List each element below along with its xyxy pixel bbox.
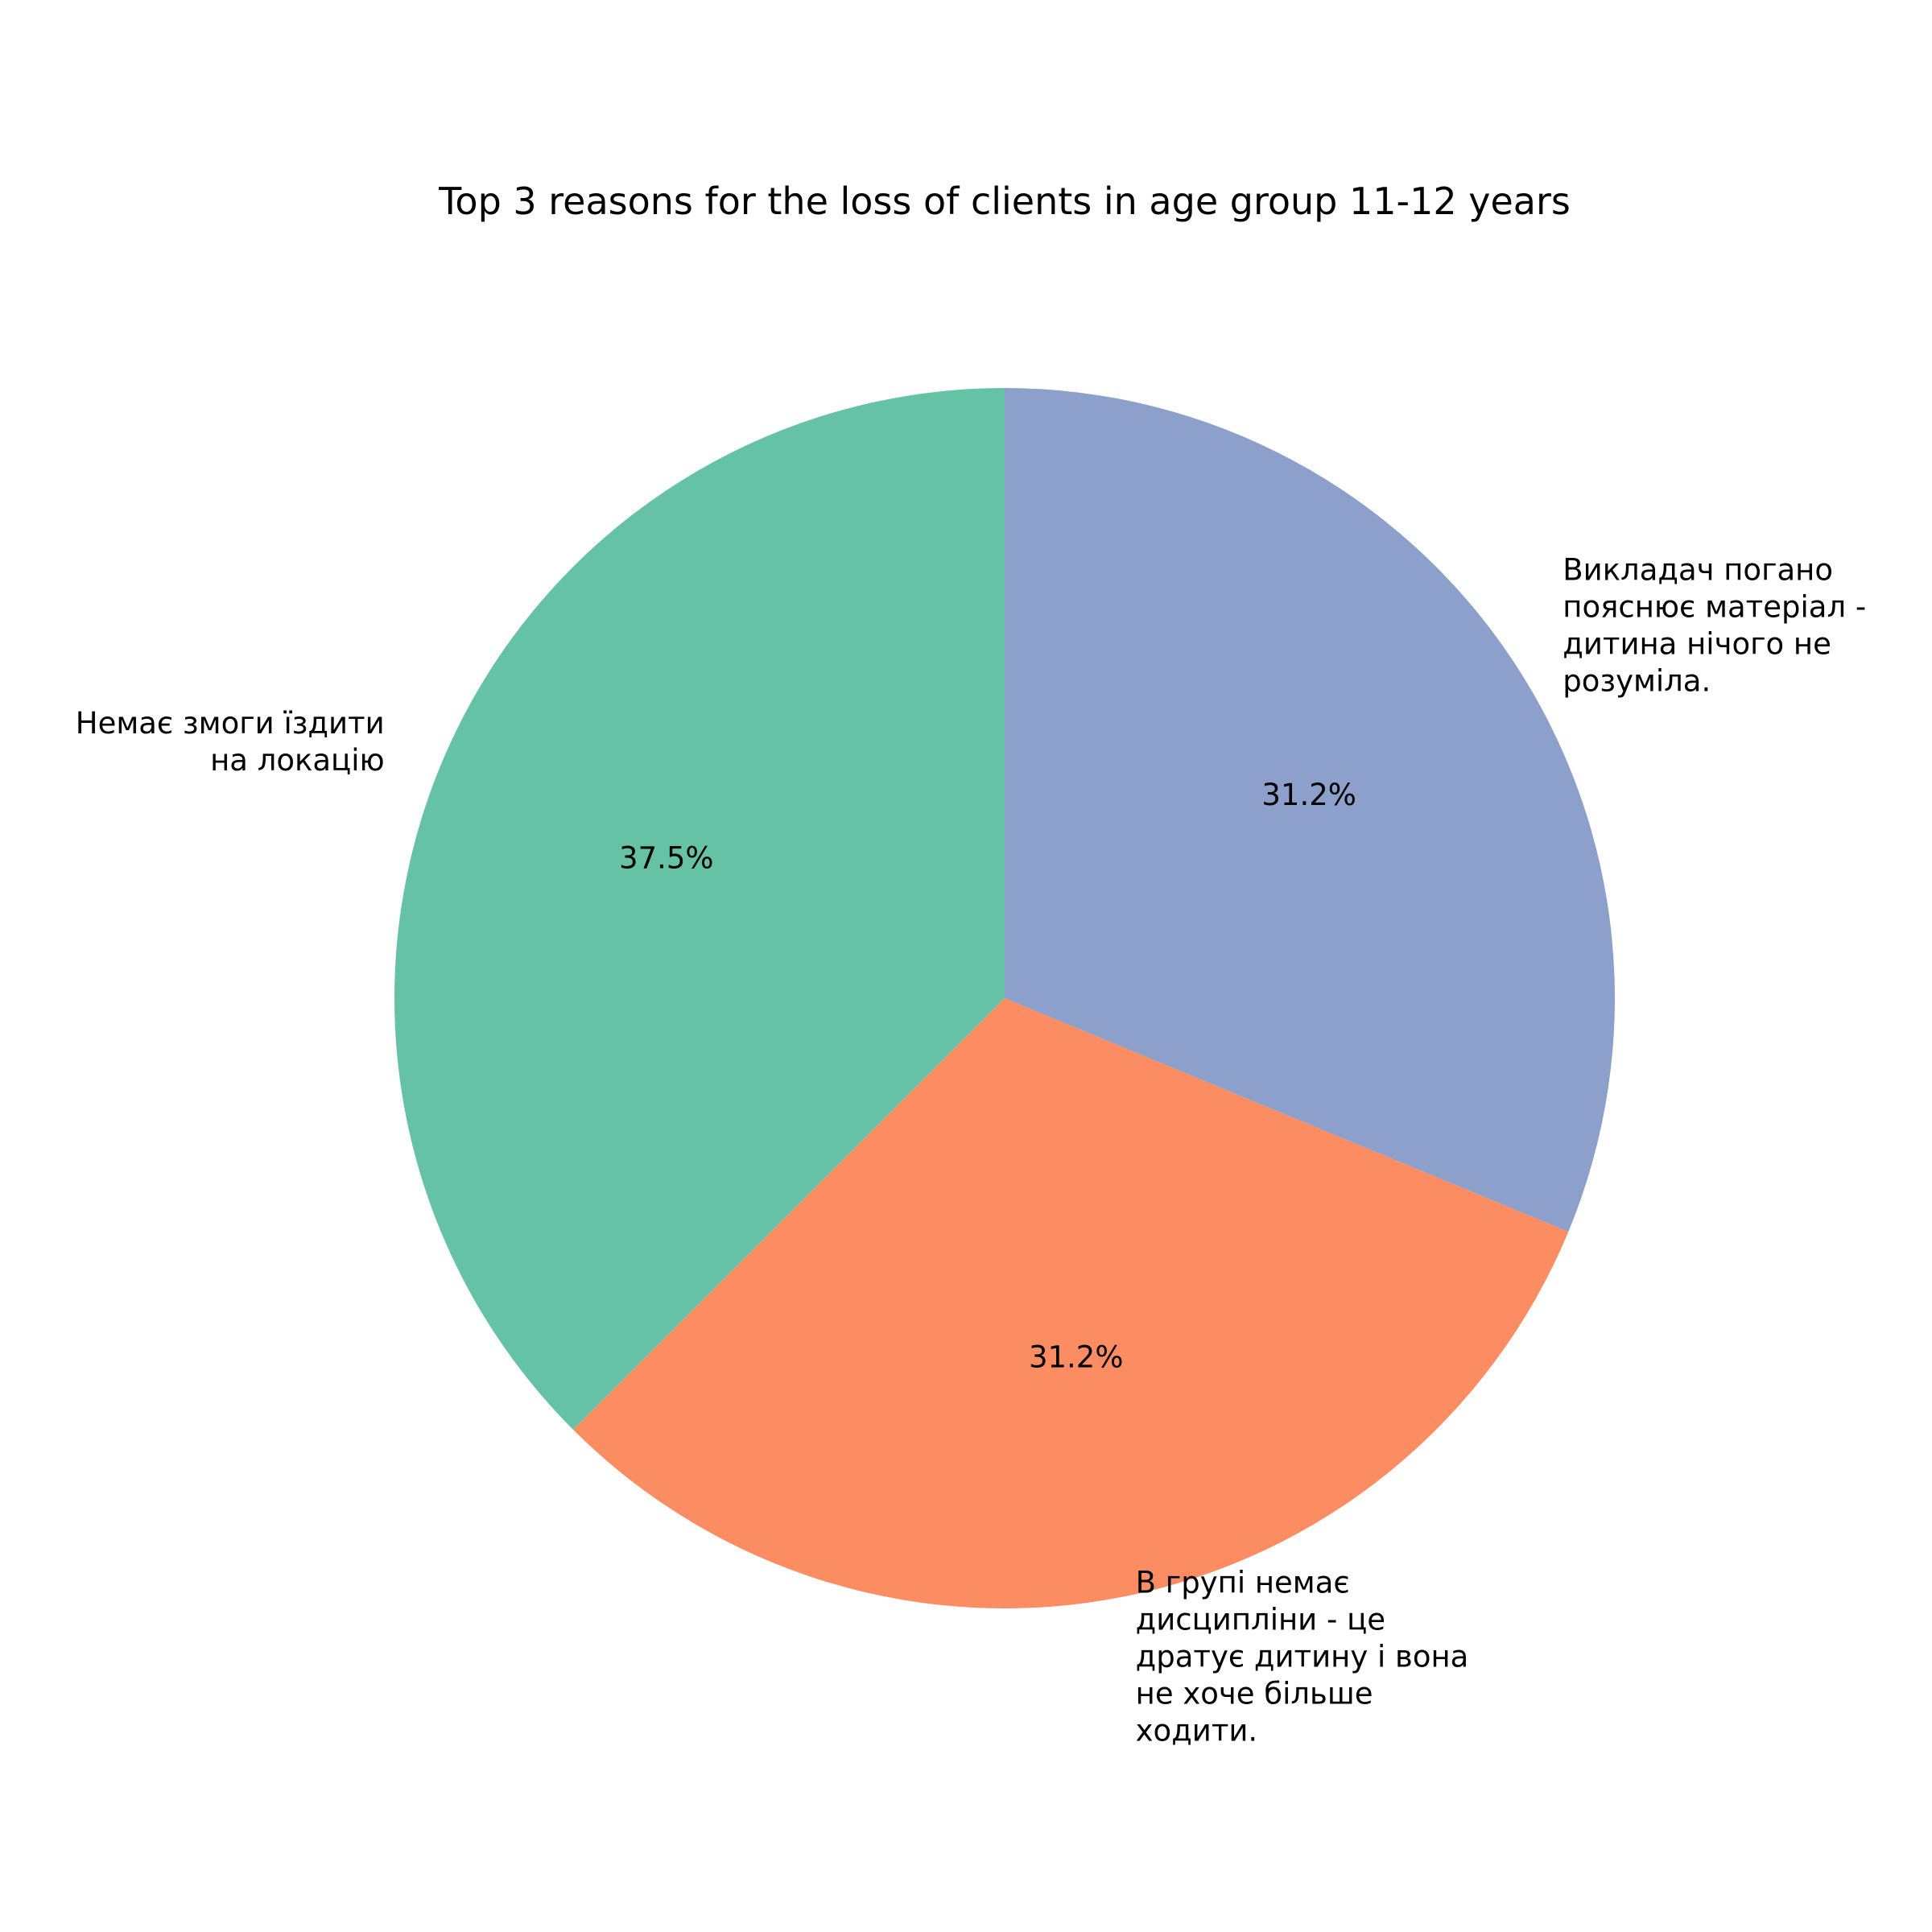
percent-label-1: 37.5% [619,840,714,875]
category-label-line: дратує дитину і вона [1136,1640,1469,1674]
category-label-3: Викладач погано пояснює матеріал -дитина … [1563,553,1866,699]
pie-slice-2 [573,998,1569,1608]
category-label-line: не хоче більше [1136,1677,1373,1711]
pie-slices [394,388,1616,1608]
category-label-line: В групі немає [1136,1566,1350,1600]
category-label-line: дисципліни - це [1136,1603,1385,1637]
percent-labels: 37.5% 31.2% 31.2% [619,778,1356,1375]
chart-title: Top 3 reasons for the loss of clients in… [438,180,1571,223]
category-labels: Немає змоги їздити на локацію В групі нема… [76,553,1866,1748]
percent-label-2: 31.2% [1029,1340,1124,1375]
category-label-line: на локацію [210,743,385,778]
category-label-line: розуміла. [1563,664,1711,699]
pie-slice-1 [394,388,1005,1430]
category-label-line: дитина нічого не [1563,627,1831,662]
percent-label-3: 31.2% [1261,778,1356,812]
category-label-line: ходити. [1136,1714,1258,1748]
category-label-2: В групі немає дисципліни - це дратує дитин… [1136,1566,1469,1748]
category-label-line: пояснює матеріал - [1563,590,1866,625]
pie-slice-3 [1005,388,1616,1232]
category-label-line: Немає змоги їздити [76,706,385,741]
category-label-1: Немає змоги їздити на локацію [76,706,385,778]
category-label-line: Викладач погано [1563,553,1833,588]
